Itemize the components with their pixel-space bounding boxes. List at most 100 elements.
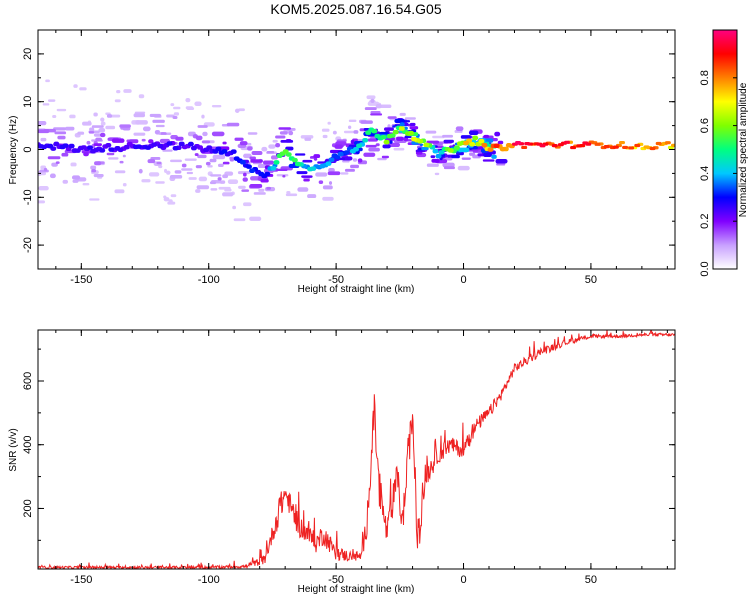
spectrogram-cell xyxy=(328,157,335,162)
spectrogram-cell xyxy=(332,130,337,135)
spectrogram-cell xyxy=(109,114,121,118)
snr-ytick-label: 400 xyxy=(22,436,34,454)
spectrogram-cell xyxy=(41,144,48,150)
spectrogram-cell xyxy=(99,148,106,153)
spectrogram-cell xyxy=(108,147,115,152)
spectrogram-cell xyxy=(237,171,251,175)
colorbar-tick-label: 0.6 xyxy=(699,118,711,133)
spectrogram-cell xyxy=(148,172,160,177)
spectrogram-xlabel: Height of straight line (km) xyxy=(298,284,415,295)
spectrogram-cell xyxy=(327,171,341,176)
spectrogram-cell xyxy=(273,160,280,165)
spectrogram-cell xyxy=(239,141,248,146)
spectrogram-cell xyxy=(222,192,234,197)
spectrogram-cell xyxy=(172,116,178,119)
spectrogram-cell xyxy=(53,127,66,131)
spectrogram-cell xyxy=(93,147,100,153)
spectrogram-cell xyxy=(370,98,375,103)
spectrogram-cell xyxy=(360,120,373,124)
spectrogram-cell xyxy=(54,131,67,135)
snr-ylabel: SNR (v/v) xyxy=(8,428,19,471)
spectrogram-cell xyxy=(457,147,470,153)
spectrogram-cell xyxy=(431,158,440,163)
spectrogram-cell xyxy=(74,148,81,153)
spectrogram-cell xyxy=(247,146,253,151)
spectrogram-cell xyxy=(612,145,619,149)
spectrogram-cell xyxy=(190,145,197,151)
spectrogram-cell xyxy=(491,154,497,159)
spectrogram-cell xyxy=(280,140,294,143)
spectrogram-cell xyxy=(370,113,383,116)
spectrogram-cell xyxy=(108,157,119,160)
spectrogram-cell xyxy=(421,147,429,151)
spectrogram-cell xyxy=(100,121,106,126)
spectrogram-cell xyxy=(380,134,387,140)
spectrogram-cell xyxy=(382,144,391,149)
spectrogram-cell xyxy=(325,161,332,166)
spectrogram-cell xyxy=(262,160,274,165)
spectrogram-cell xyxy=(94,161,102,166)
spectrogram-cell xyxy=(294,161,301,167)
spectrogram-cell xyxy=(557,143,564,147)
spectrogram-cell xyxy=(266,186,271,190)
spectrogram-cell xyxy=(147,159,156,164)
spectrogram-cell xyxy=(357,158,363,163)
spectrogram-cell xyxy=(59,144,66,150)
spectrogram-cell xyxy=(141,138,146,142)
spectrogram-cell xyxy=(149,113,162,117)
spectrogram-cell xyxy=(82,183,90,186)
spectrogram-cell xyxy=(386,133,393,139)
spectrogram-cell xyxy=(364,107,377,111)
spectrogram-cell xyxy=(302,159,313,163)
snr-xtick-label: -150 xyxy=(70,574,92,586)
spectrogram-cell xyxy=(222,141,227,145)
spectrogram-cell xyxy=(371,128,378,134)
snr-xtick-label: -50 xyxy=(328,574,344,586)
spectrogram-cell xyxy=(435,153,442,159)
spectrogram-cell xyxy=(148,139,154,144)
spectrogram-cell xyxy=(157,143,164,149)
spectrogram-cell xyxy=(322,185,333,190)
spectrogram-cell xyxy=(570,145,577,150)
colorbar-tick-label: 0.2 xyxy=(699,214,711,229)
spectrogram-cell xyxy=(258,171,265,177)
spectrogram-marks xyxy=(38,79,675,222)
spectrogram-cell xyxy=(243,202,252,207)
spectrogram-cell xyxy=(194,153,199,156)
snr-frame xyxy=(37,329,676,570)
spectrogram-cell xyxy=(337,151,344,157)
spectrogram-cell xyxy=(184,158,197,161)
spectrogram-cell xyxy=(86,140,91,145)
spectrogram-cell xyxy=(185,97,191,103)
spectrogram-cell xyxy=(563,140,570,144)
spectrogram-cell xyxy=(187,141,194,147)
spectrogram-cell xyxy=(73,84,78,88)
spectrogram-cell xyxy=(319,163,326,169)
spectrogram-cell xyxy=(415,151,423,155)
spectrogram-cell xyxy=(221,149,228,154)
spectrogram-cell xyxy=(202,131,208,137)
spectrogram-cell xyxy=(197,154,207,159)
spectrogram-cell xyxy=(481,142,488,148)
spectrogram-cell xyxy=(655,141,662,146)
spectrogram-cell xyxy=(276,174,289,177)
spectrogram-cell xyxy=(90,165,97,170)
spectrogram-cell xyxy=(142,126,151,132)
spectrogram-cell xyxy=(114,170,126,174)
spectrogram-cell xyxy=(278,127,292,130)
spectrogram-cell xyxy=(55,161,60,164)
colorbar-tick-label: 0.8 xyxy=(699,70,711,85)
spectrogram-cell xyxy=(98,127,106,133)
spectrogram-cell xyxy=(138,168,143,174)
spectrogram-cell xyxy=(205,161,211,166)
spectrogram-cell xyxy=(89,127,95,132)
spectrogram-cell xyxy=(551,144,558,148)
spectrogram-cell xyxy=(521,145,528,150)
spectrogram-cell xyxy=(215,146,222,152)
spectrogram-cell xyxy=(483,152,492,158)
spectrogram-cell xyxy=(404,135,412,139)
spectrogram-cell xyxy=(350,139,355,144)
spectrogram-xtick-label: -150 xyxy=(70,274,92,286)
